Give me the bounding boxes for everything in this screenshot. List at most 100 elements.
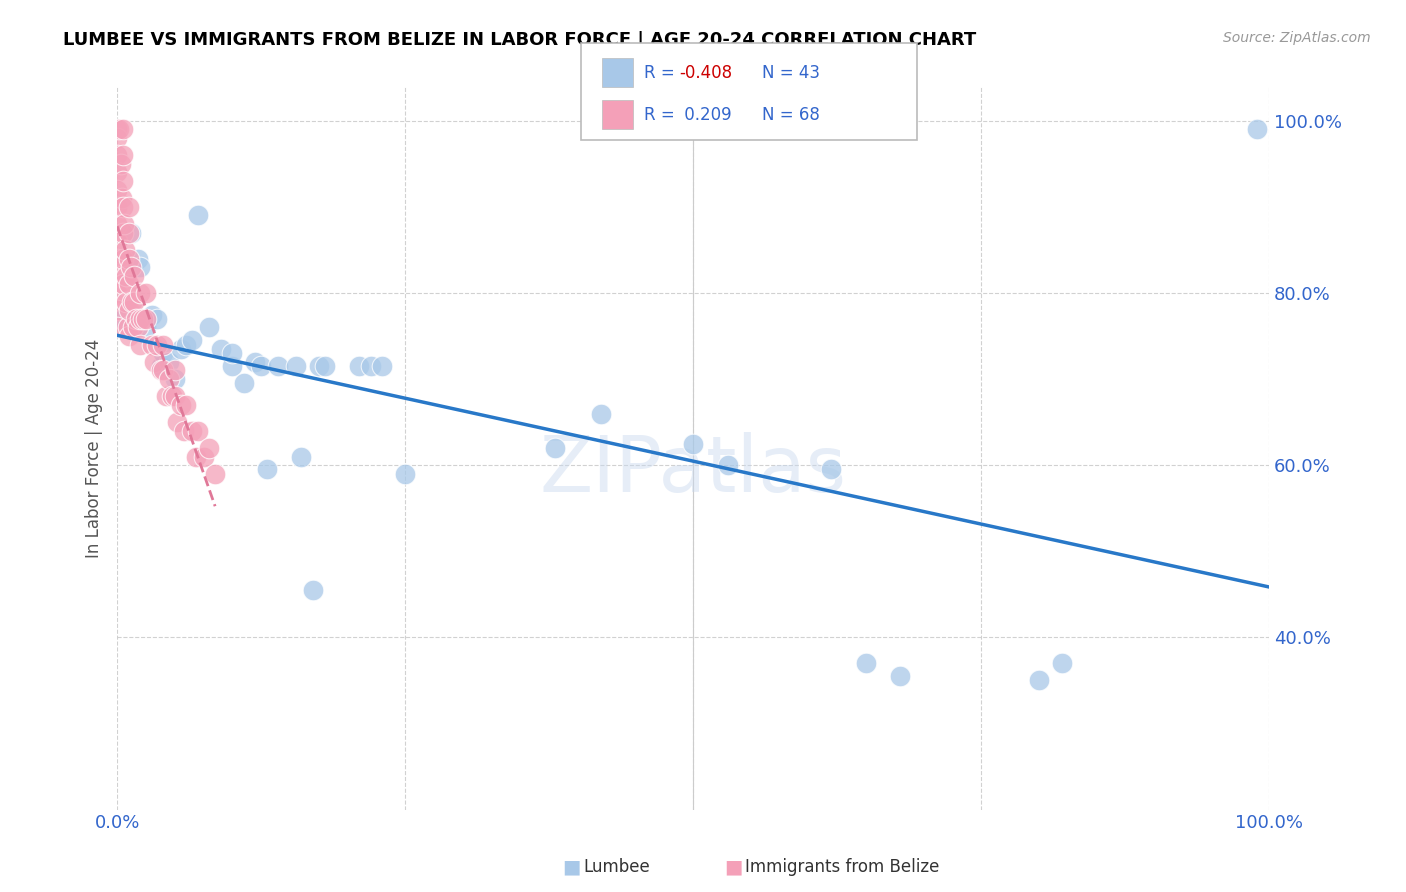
Point [157, 372, 180, 386]
Point [111, 311, 134, 326]
Point [141, 308, 163, 322]
Point [371, 359, 394, 373]
Point [221, 346, 243, 360]
Point [111, 191, 134, 205]
Point [127, 320, 149, 334]
Point [135, 285, 157, 300]
Point [314, 359, 336, 373]
Text: ZIPatlas: ZIPatlas [540, 432, 846, 508]
Point [131, 311, 153, 326]
Point [152, 363, 174, 377]
Point [105, 165, 128, 179]
Point [124, 268, 146, 283]
Point [267, 359, 290, 373]
Point [118, 200, 141, 214]
Point [181, 424, 204, 438]
Point [152, 346, 174, 360]
Point [889, 669, 911, 683]
Point [105, 235, 128, 249]
Point [118, 303, 141, 318]
Point [129, 260, 152, 275]
Text: N = 68: N = 68 [762, 105, 820, 124]
Text: R =: R = [644, 63, 681, 82]
Point [157, 355, 180, 369]
Text: ■: ■ [562, 857, 581, 877]
Point [193, 450, 215, 464]
Point [155, 389, 177, 403]
Text: 0.209: 0.209 [679, 105, 731, 124]
Point [105, 285, 128, 300]
Point [187, 209, 209, 223]
Point [135, 311, 157, 326]
Point [1050, 656, 1073, 670]
Point [209, 342, 232, 356]
Point [122, 320, 145, 334]
Point [162, 389, 184, 403]
Point [129, 311, 152, 326]
Text: LUMBEE VS IMMIGRANTS FROM BELIZE IN LABOR FORCE | AGE 20-24 CORRELATION CHART: LUMBEE VS IMMIGRANTS FROM BELIZE IN LABO… [63, 31, 977, 49]
Point [198, 320, 221, 334]
Point [111, 277, 134, 292]
Point [120, 260, 142, 275]
Point [163, 372, 186, 386]
Text: Source: ZipAtlas.com: Source: ZipAtlas.com [1223, 31, 1371, 45]
Point [111, 226, 134, 240]
Point [105, 252, 128, 266]
Point [118, 226, 141, 240]
Point [169, 342, 191, 356]
Point [290, 450, 312, 464]
Point [118, 277, 141, 292]
Point [111, 200, 134, 214]
Point [221, 359, 243, 373]
Point [124, 311, 146, 326]
Point [115, 294, 138, 309]
Point [108, 122, 131, 136]
Point [187, 424, 209, 438]
Point [124, 294, 146, 309]
Point [544, 441, 567, 455]
Point [855, 656, 877, 670]
Point [115, 268, 138, 283]
Point [198, 441, 221, 455]
Point [245, 355, 267, 369]
Point [118, 329, 141, 343]
Point [120, 226, 142, 240]
Text: R =: R = [644, 105, 681, 124]
Point [112, 217, 135, 231]
Point [1028, 673, 1050, 688]
Point [121, 294, 143, 309]
Point [146, 311, 169, 326]
Point [146, 337, 169, 351]
Point [682, 436, 704, 450]
Point [118, 252, 141, 266]
Point [347, 359, 370, 373]
Text: -0.408: -0.408 [679, 63, 733, 82]
Point [256, 462, 278, 476]
Point [174, 337, 197, 351]
Point [111, 174, 134, 188]
Point [105, 148, 128, 162]
Text: N = 43: N = 43 [762, 63, 820, 82]
Point [181, 334, 204, 348]
Point [105, 217, 128, 231]
Point [360, 359, 382, 373]
Point [127, 252, 149, 266]
Point [152, 337, 174, 351]
Point [394, 467, 416, 481]
Point [105, 131, 128, 145]
Point [129, 337, 152, 351]
Point [717, 458, 740, 472]
Text: Lumbee: Lumbee [583, 858, 650, 876]
Point [111, 252, 134, 266]
Point [105, 268, 128, 283]
Point [163, 363, 186, 377]
Point [284, 359, 307, 373]
Point [135, 320, 157, 334]
Point [105, 200, 128, 214]
Point [163, 389, 186, 403]
Point [232, 376, 254, 391]
Point [174, 398, 197, 412]
Point [173, 424, 195, 438]
Point [184, 450, 207, 464]
Text: Immigrants from Belize: Immigrants from Belize [745, 858, 939, 876]
